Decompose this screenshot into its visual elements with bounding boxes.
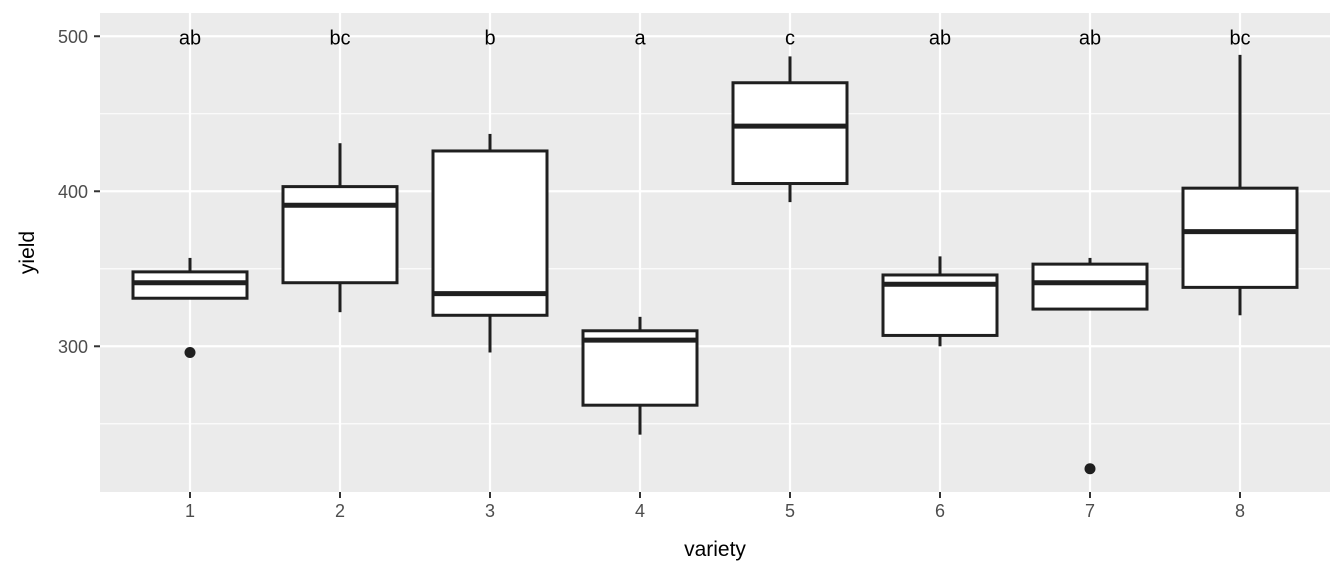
- y-tick-label-500: 500: [58, 27, 88, 47]
- group-letter-6: ab: [929, 27, 951, 49]
- group-letter-3: b: [484, 27, 495, 49]
- x-tick-label-3: 3: [485, 501, 495, 521]
- boxplot-variety-5: [731, 56, 849, 203]
- x-tick-label-7: 7: [1085, 501, 1095, 521]
- axis-tick-labels: 300 400 500 1 2 3 4 5 6 7 8: [58, 27, 1245, 521]
- x-axis-title: variety: [684, 538, 746, 561]
- iqr-box: [1031, 262, 1149, 311]
- iqr-box: [1181, 186, 1299, 289]
- y-axis-title: yield: [16, 231, 39, 274]
- group-letter-8: bc: [1229, 27, 1250, 49]
- boxplot-variety-8: [1181, 54, 1299, 316]
- group-letter-5: c: [785, 27, 795, 49]
- group-letter-2: bc: [329, 27, 350, 49]
- boxplot-variety-1: [131, 257, 249, 358]
- boxplot-variety-6: [881, 256, 999, 347]
- group-letter-1: ab: [179, 27, 201, 49]
- axis-tick-marks: [94, 35, 1241, 498]
- boxplot-variety-7: [1031, 257, 1149, 475]
- x-tick-label-6: 6: [935, 501, 945, 521]
- outlier-point: [1084, 463, 1096, 475]
- x-tick-label-2: 2: [335, 501, 345, 521]
- boxplot-series: [131, 54, 1299, 475]
- y-tick-label-400: 400: [58, 182, 88, 202]
- y-tick-label-300: 300: [58, 337, 88, 357]
- iqr-box: [281, 185, 399, 285]
- x-tick-label-4: 4: [635, 501, 645, 521]
- group-letter-4: a: [634, 27, 646, 49]
- x-tick-label-1: 1: [185, 501, 195, 521]
- significance-letters: ab bc b a c ab ab bc: [179, 27, 1251, 49]
- x-tick-label-5: 5: [785, 501, 795, 521]
- outlier-point: [184, 346, 196, 358]
- iqr-box: [731, 81, 849, 186]
- boxplot-variety-4: [581, 316, 699, 435]
- iqr-box: [581, 329, 699, 407]
- x-tick-label-8: 8: [1235, 501, 1245, 521]
- iqr-box: [431, 149, 549, 317]
- boxplot-variety-2: [281, 143, 399, 313]
- group-letter-7: ab: [1079, 27, 1101, 49]
- boxplot-variety-3: [431, 133, 549, 353]
